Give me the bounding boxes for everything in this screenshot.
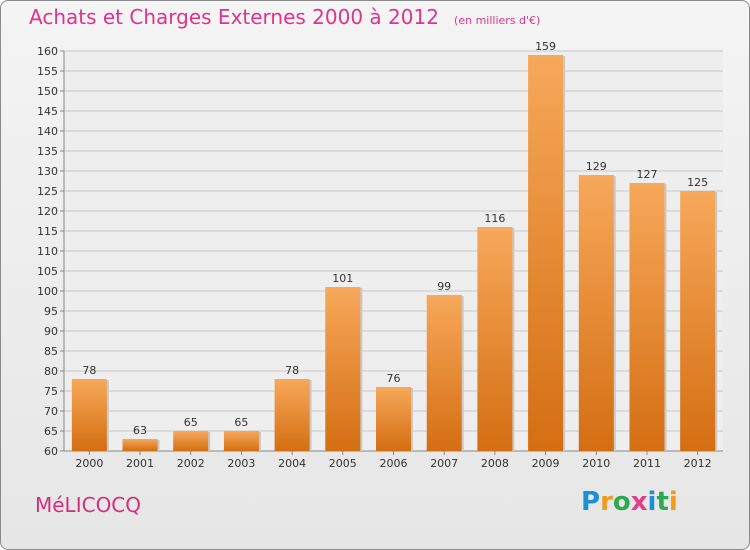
y-tick-label: 120 — [37, 205, 58, 218]
x-tick-label: 2002 — [177, 457, 205, 470]
logo-letter: o — [612, 487, 631, 517]
value-label: 129 — [586, 160, 607, 173]
y-tick-label: 105 — [37, 265, 58, 278]
y-tick-label: 80 — [44, 365, 58, 378]
y-tick-label: 150 — [37, 85, 58, 98]
bar — [528, 55, 564, 451]
y-tick-label: 75 — [44, 385, 58, 398]
value-label: 159 — [535, 40, 556, 53]
x-tick-label: 2011 — [633, 457, 661, 470]
logo-letter: t — [656, 487, 669, 517]
x-tick-label: 2009 — [532, 457, 560, 470]
value-label: 125 — [687, 176, 708, 189]
value-label: 116 — [484, 212, 505, 225]
y-tick-label: 70 — [44, 405, 58, 418]
y-tick-label: 100 — [37, 285, 58, 298]
y-tick-label: 160 — [37, 45, 58, 58]
bar — [578, 175, 614, 451]
bar — [223, 431, 259, 451]
x-tick-label: 2001 — [126, 457, 154, 470]
proxiti-logo: Proxiti — [581, 487, 678, 517]
y-tick-label: 125 — [37, 185, 58, 198]
commune-name: MéLICOCQ — [35, 493, 142, 517]
logo-letter: P — [581, 487, 601, 517]
y-tick-label: 60 — [44, 445, 58, 458]
title-row: Achats et Charges Externes 2000 à 2012 (… — [29, 5, 540, 29]
bar — [173, 431, 209, 451]
y-tick-label: 90 — [44, 325, 58, 338]
x-tick-label: 2003 — [227, 457, 255, 470]
bar — [680, 191, 716, 451]
chart-title: Achats et Charges Externes 2000 à 2012 — [29, 5, 439, 29]
y-tick-label: 85 — [44, 345, 58, 358]
y-tick-label: 135 — [37, 145, 58, 158]
x-tick-label: 2010 — [582, 457, 610, 470]
value-label: 78 — [82, 364, 96, 377]
bar — [629, 183, 665, 451]
y-tick-label: 145 — [37, 105, 58, 118]
logo-letter: x — [630, 487, 648, 517]
x-tick-label: 2005 — [329, 457, 357, 470]
value-label: 101 — [332, 272, 353, 285]
y-tick-label: 110 — [37, 245, 58, 258]
y-tick-label: 140 — [37, 125, 58, 138]
y-tick-label: 115 — [37, 225, 58, 238]
bar — [426, 295, 462, 451]
y-tick-label: 65 — [44, 425, 58, 438]
bar — [122, 439, 158, 451]
bar — [376, 387, 411, 451]
value-label: 127 — [636, 168, 657, 181]
bar — [325, 287, 361, 451]
value-label: 78 — [285, 364, 299, 377]
logo-letter: i — [668, 487, 678, 517]
value-label: 65 — [234, 416, 248, 429]
bar — [477, 227, 513, 451]
logo-letter: i — [647, 487, 657, 517]
x-tick-label: 2008 — [481, 457, 509, 470]
value-label: 99 — [437, 280, 451, 293]
x-tick-label: 2000 — [75, 457, 103, 470]
y-tick-label: 95 — [44, 305, 58, 318]
logo-letter: r — [600, 487, 613, 517]
x-tick-label: 2006 — [380, 457, 408, 470]
value-label: 76 — [387, 372, 401, 385]
y-tick-label: 130 — [37, 165, 58, 178]
x-tick-label: 2012 — [684, 457, 712, 470]
x-tick-label: 2007 — [430, 457, 458, 470]
bar — [274, 379, 310, 451]
chart-unit: (en milliers d'€) — [454, 14, 541, 27]
value-label: 63 — [133, 424, 147, 437]
x-tick-label: 2004 — [278, 457, 306, 470]
value-label: 65 — [184, 416, 198, 429]
y-tick-label: 155 — [37, 65, 58, 78]
bar — [71, 379, 107, 451]
